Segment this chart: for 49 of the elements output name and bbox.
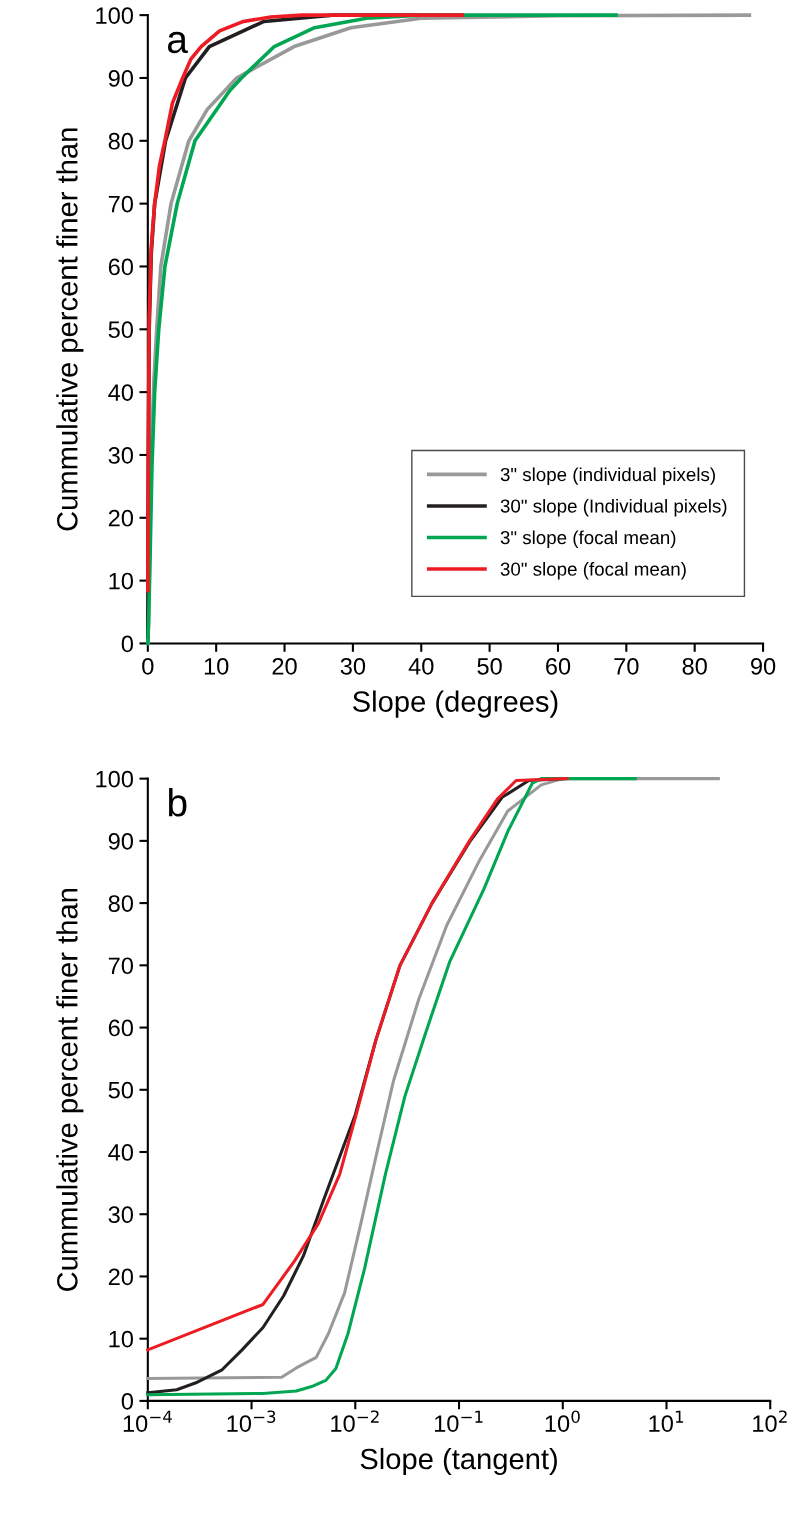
legend-label: 30" slope (Individual pixels)	[500, 498, 727, 517]
x-tick-label: 50	[477, 657, 502, 675]
x-tick-label: 30	[340, 657, 366, 675]
y-tick-label: 90	[108, 832, 134, 850]
y-tick-label: 0	[121, 635, 133, 653]
y-tick-label: 100	[96, 770, 134, 788]
y-tick-label: 0	[121, 1392, 133, 1410]
legend-label: 3" slope (focal mean)	[500, 530, 676, 548]
x-tick-label: 10$^{−4}$	[123, 1410, 172, 1432]
x-tick-label: 70	[614, 657, 639, 675]
x-tick-label: 10$^{−1}$	[434, 1410, 483, 1432]
legend-label: 30" slope (focal mean)	[500, 562, 686, 580]
y-axis-title: Cummulative percent finer than	[56, 889, 84, 1291]
x-tick-label: 0	[142, 657, 154, 675]
y-tick-label: 90	[108, 70, 134, 87]
x-tick-label: 40	[408, 657, 434, 675]
y-tick-label: 60	[108, 1019, 134, 1037]
x-tick-label: 90	[751, 657, 776, 675]
y-tick-label: 20	[108, 509, 134, 527]
x-tick-label: 10$^{1}$	[649, 1410, 684, 1432]
x-tick-label: 80	[682, 657, 707, 675]
legend-label: 3" slope (individual pixels)	[500, 467, 715, 485]
y-tick-label: 30	[108, 447, 134, 464]
x-tick-label: 10$^{0}$	[545, 1410, 580, 1432]
y-tick-label: 60	[108, 258, 134, 276]
y-tick-label: 100	[96, 7, 134, 24]
y-tick-label: 70	[108, 957, 134, 975]
y-tick-label: 20	[108, 1268, 134, 1286]
annotation: b	[169, 787, 187, 817]
x-tick-label: 10$^{−2}$	[331, 1410, 379, 1432]
y-tick-label: 10	[109, 1330, 134, 1348]
x-tick-label: 10$^{2}$	[753, 1410, 787, 1432]
y-tick-label: 80	[108, 895, 134, 912]
x-tick-label: 10$^{−3}$	[227, 1410, 276, 1432]
x-tick-label: 60	[546, 657, 571, 675]
annotation: a	[167, 31, 188, 54]
y-axis-title: Cummulative percent finer than	[56, 128, 84, 531]
y-tick-label: 80	[108, 132, 134, 150]
y-tick-label: 40	[108, 384, 134, 401]
y-tick-label: 10	[109, 572, 134, 590]
x-axis-title: Slope (degrees)	[353, 690, 558, 718]
y-tick-label: 30	[108, 1206, 134, 1224]
y-tick-label: 50	[108, 1081, 134, 1099]
y-tick-label: 70	[108, 195, 134, 213]
x-tick-label: 20	[272, 657, 297, 675]
y-tick-label: 40	[108, 1144, 134, 1161]
y-tick-label: 50	[108, 321, 134, 339]
x-axis-title: Slope (tangent)	[360, 1447, 557, 1476]
x-tick-label: 10	[204, 657, 229, 675]
